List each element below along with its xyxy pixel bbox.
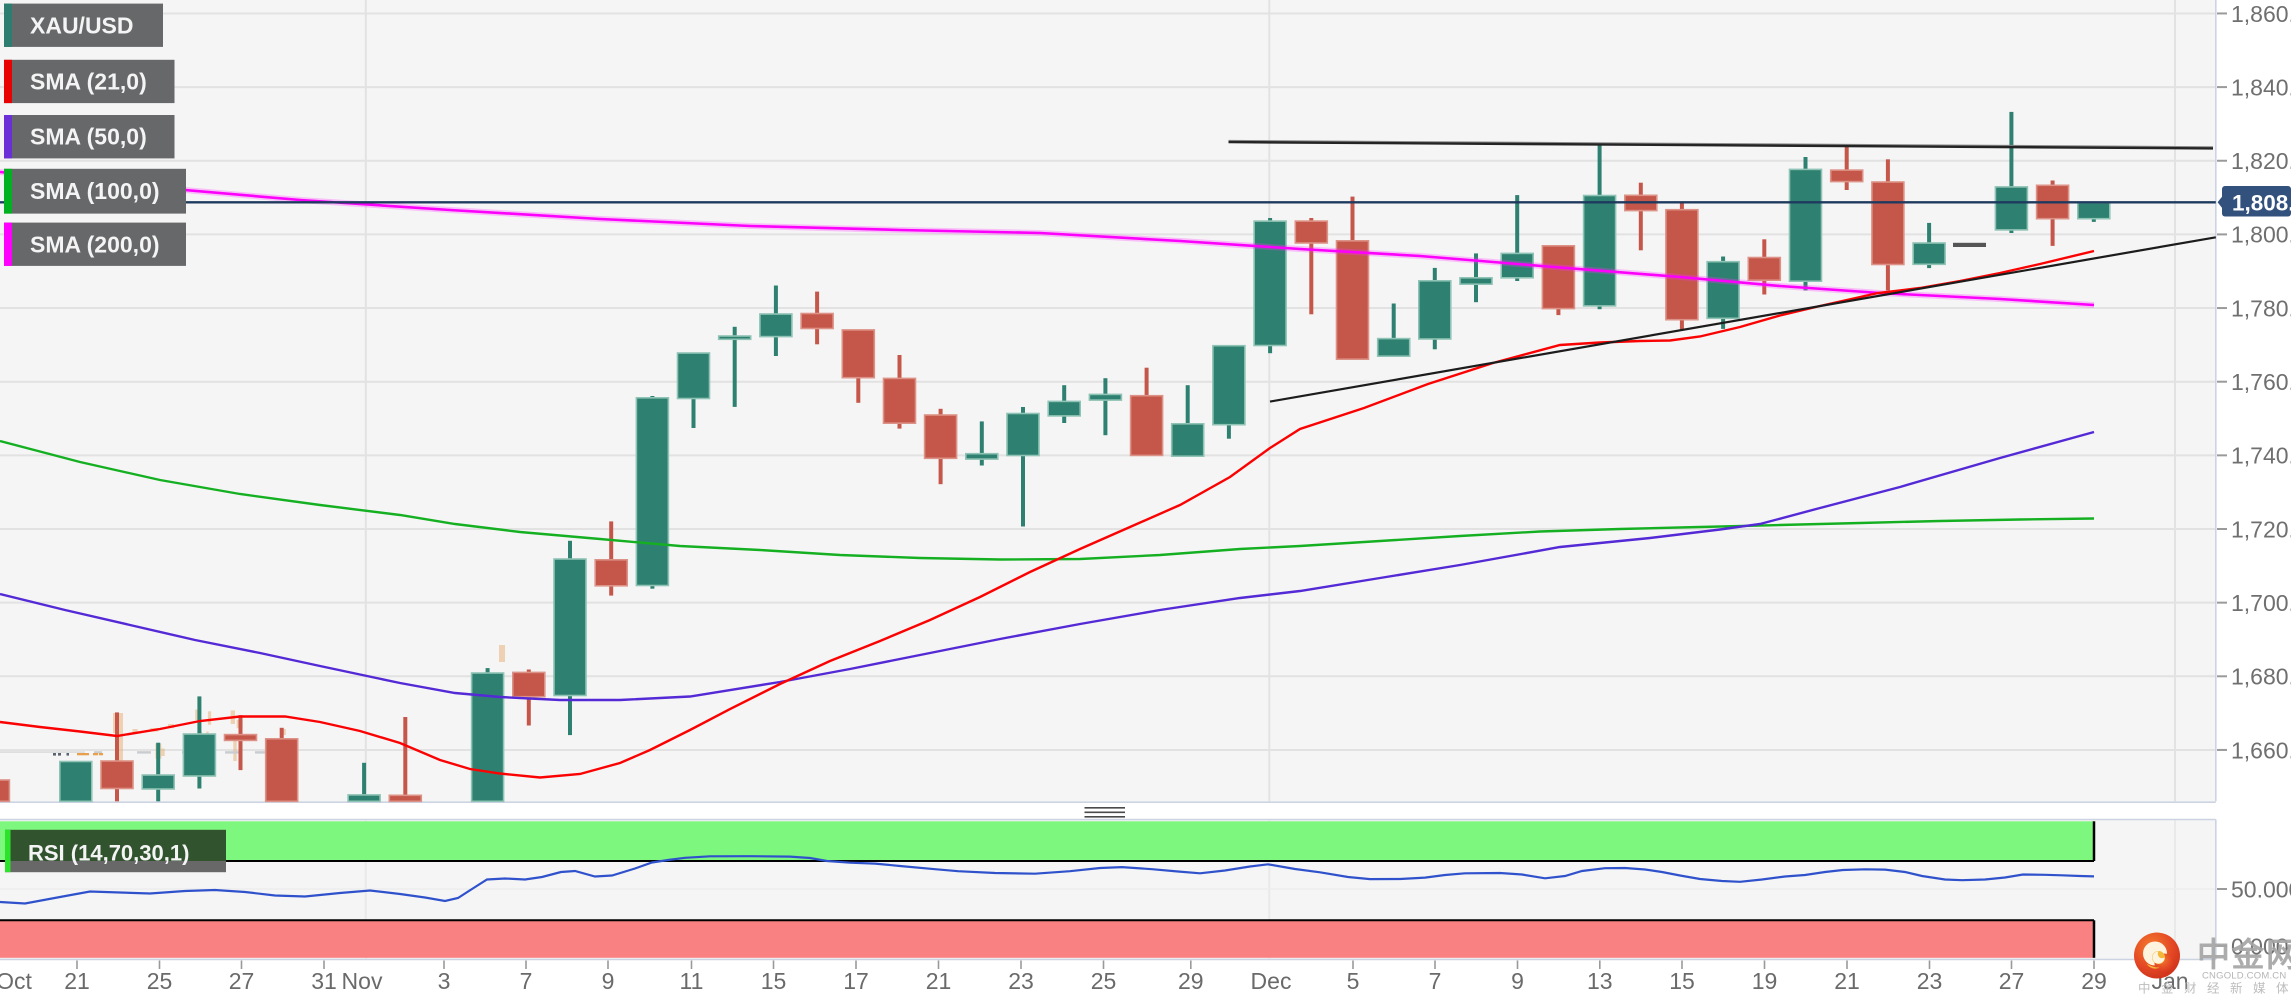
svg-text:27: 27 [229,968,255,994]
svg-text:7: 7 [520,968,533,994]
svg-text:25: 25 [147,968,173,994]
svg-text:Nov: Nov [342,968,383,994]
svg-text:SMA (200,0): SMA (200,0) [30,231,160,257]
svg-text:15: 15 [761,968,787,994]
svg-text:7: 7 [1429,968,1442,994]
svg-text:1,660.00: 1,660.00 [2231,737,2291,763]
svg-text:50.000: 50.000 [2231,876,2291,902]
svg-text:SMA (100,0): SMA (100,0) [30,178,160,204]
svg-text:5: 5 [1347,968,1360,994]
svg-text:1,840.00: 1,840.00 [2231,74,2291,100]
svg-text:Oct: Oct [0,968,32,994]
svg-text:1,760.00: 1,760.00 [2231,369,2291,395]
svg-text:15: 15 [1669,968,1695,994]
svg-text:1,860.00: 1,860.00 [2231,1,2291,27]
svg-text:1,820.00: 1,820.00 [2231,148,2291,174]
svg-text:财: 财 [2184,982,2197,996]
svg-text:SMA (50,0): SMA (50,0) [30,124,147,150]
svg-text:CNGOLD.COM.CN: CNGOLD.COM.CN [2202,971,2286,982]
svg-text:XAU/USD: XAU/USD [30,12,134,38]
svg-text:25: 25 [1091,968,1117,994]
svg-text:19: 19 [1752,968,1778,994]
svg-text:0.000: 0.000 [2231,933,2289,959]
svg-text:21: 21 [1834,968,1860,994]
svg-text:中金网: 中金网 [2197,936,2291,973]
svg-text:27: 27 [1999,968,2025,994]
svg-text:23: 23 [1008,968,1034,994]
svg-text:1,808.: 1,808. [2232,191,2291,216]
svg-text:1,700.00: 1,700.00 [2231,590,2291,616]
svg-text:17: 17 [843,968,869,994]
svg-text:媒: 媒 [2253,982,2266,996]
svg-text:SMA (21,0): SMA (21,0) [30,68,147,94]
svg-text:经: 经 [2207,982,2220,996]
svg-text:11: 11 [680,968,704,994]
svg-text:1,720.00: 1,720.00 [2231,516,2291,542]
svg-text:金: 金 [2161,981,2174,996]
svg-text:1,740.00: 1,740.00 [2231,443,2291,469]
svg-text:31: 31 [311,968,337,994]
svg-text:21: 21 [926,968,952,994]
svg-text:13: 13 [1587,968,1613,994]
svg-text:29: 29 [1178,968,1204,994]
svg-text:体: 体 [2276,982,2289,996]
svg-text:3: 3 [438,968,451,994]
svg-text:1,680.00: 1,680.00 [2231,664,2291,690]
svg-text:1,800.00: 1,800.00 [2231,222,2291,248]
svg-text:新: 新 [2230,981,2243,996]
svg-text:9: 9 [602,968,615,994]
svg-text:21: 21 [64,968,90,994]
svg-text:23: 23 [1917,968,1943,994]
svg-text:Dec: Dec [1251,968,1292,994]
svg-text:中: 中 [2138,981,2151,996]
svg-text:29: 29 [2081,968,2107,994]
svg-text:1,780.00: 1,780.00 [2231,295,2291,321]
svg-text:RSI (14,70,30,1): RSI (14,70,30,1) [28,841,189,866]
svg-text:9: 9 [1511,968,1524,994]
